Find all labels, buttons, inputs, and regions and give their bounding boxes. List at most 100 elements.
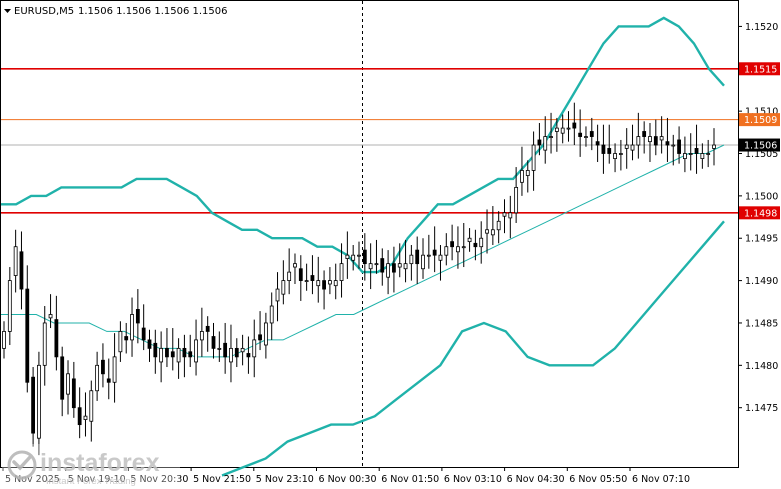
x-tick-label: 6 Nov 03:10 [444, 474, 502, 485]
candle-body [182, 347, 187, 358]
candle-body [258, 334, 262, 341]
candle-body [456, 246, 460, 253]
candle-body [479, 237, 484, 248]
x-tick-label: 6 Nov 07:10 [632, 474, 690, 485]
candle-body [135, 309, 140, 324]
candle-body [95, 364, 100, 392]
candle-body [7, 280, 12, 332]
candle-body [508, 212, 513, 219]
candle-body [421, 254, 425, 270]
candle-body [415, 249, 420, 265]
candle-body [397, 263, 402, 268]
candle-body [572, 122, 577, 129]
candle-body [89, 390, 94, 422]
candle-body [531, 144, 536, 171]
y-tick-label: 1.1485 [745, 318, 778, 329]
candle-body [60, 356, 65, 400]
instaforex-logo-icon [7, 450, 37, 480]
candle-body [578, 132, 583, 137]
y-tick-label: 1.1490 [745, 276, 778, 287]
ohlc-label: 1.1506 1.1506 1.1506 1.1506 [78, 6, 228, 17]
candle-body [589, 131, 594, 137]
bollinger-lower-line [221, 220, 725, 477]
candle-body [252, 339, 257, 358]
candle-body [223, 342, 228, 358]
candle-body [665, 141, 670, 146]
candle-body [234, 347, 239, 358]
x-tick-label: 5 Nov 21:50 [193, 474, 251, 485]
candle-body [467, 237, 472, 243]
y-tick-label: 1.1505 [745, 149, 778, 160]
candle-body [298, 268, 303, 282]
candle-body [357, 254, 361, 257]
price-tags: 1.1515 1.1509 1.1498 1.1506 [739, 62, 780, 220]
candle-body [683, 153, 687, 159]
candle-body [618, 153, 623, 155]
candle-body [310, 275, 315, 281]
candle-body [112, 356, 117, 383]
candle-body [380, 258, 385, 273]
y-tick-label: 1.1495 [745, 234, 778, 245]
candle-body [520, 170, 524, 183]
time-axis[interactable]: 5 Nov 2025 5 Nov 19:10 5 Nov 20:30 5 Nov 21… [2, 467, 690, 485]
candle-body [409, 254, 414, 265]
candle-body [188, 351, 193, 358]
candle-body [514, 186, 519, 214]
candle-body [101, 359, 105, 375]
candle-body [106, 378, 111, 383]
candle-body [438, 254, 443, 261]
candle-body [199, 331, 204, 341]
candle-body [141, 327, 146, 341]
candle-body [653, 136, 658, 146]
candle-body [269, 305, 274, 324]
y-tick-label: 1.1480 [745, 361, 778, 372]
candle-body [217, 347, 222, 350]
candle-body [595, 141, 600, 146]
candle-body [613, 153, 617, 159]
y-tick-label: 1.1500 [745, 191, 778, 202]
candle-body [170, 351, 175, 358]
bollinger-upper-line [1, 16, 725, 274]
plot-frame [0, 0, 739, 468]
candle-body [263, 322, 268, 346]
candle-body [42, 322, 47, 366]
candle-body [54, 319, 59, 358]
candle-body [31, 376, 35, 434]
candle-body [648, 136, 652, 143]
candlestick-series [2, 102, 716, 456]
collapse-triangle-icon[interactable] [4, 9, 11, 13]
x-tick-label: 6 Nov 04:30 [507, 474, 565, 485]
candle-body [304, 280, 309, 283]
candle-body [630, 144, 635, 151]
candle-body [130, 314, 134, 341]
x-tick-label: 5 Nov 2025 [5, 474, 60, 485]
candle-body [351, 254, 356, 261]
candle-body [37, 364, 41, 439]
candle-body [83, 415, 88, 420]
candle-body [549, 136, 553, 138]
level-tag: 1.1498 [744, 208, 777, 219]
candle-body [48, 314, 53, 319]
symbol-label: EURUSD,M5 [14, 6, 74, 17]
horizontal-levels[interactable] [1, 67, 738, 214]
candle-body [240, 347, 245, 353]
candle-body [671, 144, 676, 147]
candle-body [339, 263, 344, 281]
candle-body [426, 254, 431, 257]
candle-body [496, 220, 501, 231]
candle-body [211, 336, 216, 349]
chart-header: EURUSD,M5 1.1506 1.1506 1.1506 1.1506 [4, 6, 228, 17]
level-tag: 1.1509 [744, 115, 777, 126]
candle-body [490, 229, 495, 236]
current-price-tag-bg [739, 138, 780, 152]
candle-body [2, 331, 6, 349]
candle-body [584, 136, 588, 138]
candle-body [444, 246, 449, 256]
watermark-tagline: Instant Forex Trading [46, 476, 136, 487]
candle-body [502, 212, 507, 217]
candle-body [13, 246, 18, 276]
candle-body [386, 263, 390, 278]
candle-body [229, 347, 233, 363]
candle-body [176, 347, 181, 363]
